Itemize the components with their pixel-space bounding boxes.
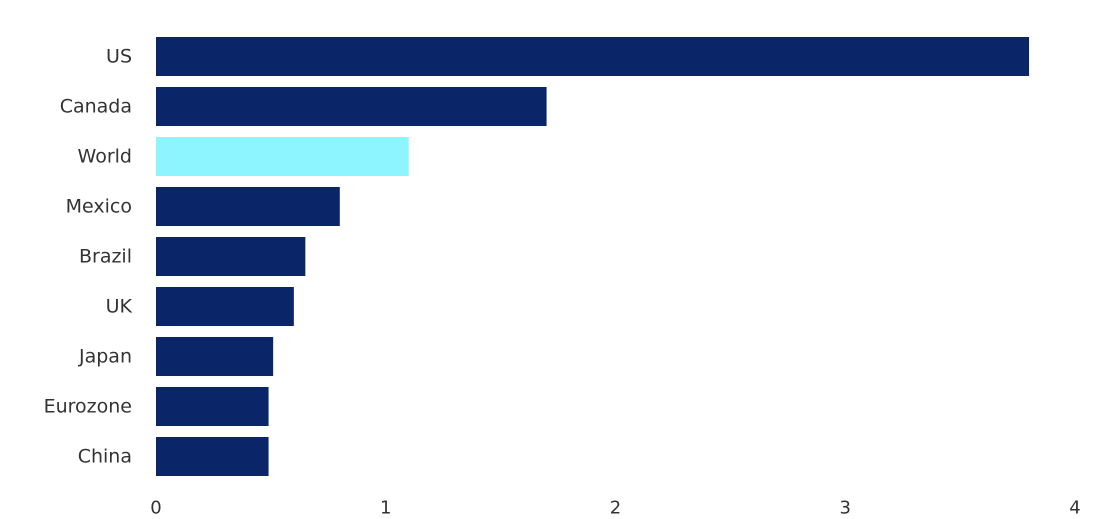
x-tick-label: 1 [380, 498, 391, 519]
x-tick-label: 0 [150, 498, 161, 519]
x-axis-ticks: 0 1 2 3 4 [150, 498, 1080, 519]
bar-japan [156, 337, 274, 376]
bar-canada [156, 87, 547, 126]
category-label-world: World [78, 146, 132, 168]
category-label-japan: Japan [78, 346, 132, 368]
category-label-eurozone: Eurozone [44, 396, 132, 418]
category-labels: US Canada World Mexico Brazil UK Japan Eurozone… [44, 46, 133, 468]
bar-mexico [156, 187, 340, 226]
bar-world [156, 137, 409, 176]
bar-brazil [156, 237, 306, 276]
category-label-uk: UK [106, 296, 133, 318]
bar-eurozone [156, 387, 269, 426]
category-label-us: US [106, 46, 132, 68]
x-tick-label: 4 [1069, 498, 1080, 519]
x-tick-label: 2 [610, 498, 621, 519]
category-label-mexico: Mexico [66, 196, 132, 218]
category-label-china: China [78, 446, 132, 468]
bar-china [156, 437, 269, 476]
bar-uk [156, 287, 294, 326]
x-tick-label: 3 [840, 498, 851, 519]
category-label-canada: Canada [60, 96, 132, 118]
bar-us [156, 37, 1030, 76]
category-label-brazil: Brazil [79, 246, 132, 268]
bars-group [156, 37, 1030, 476]
